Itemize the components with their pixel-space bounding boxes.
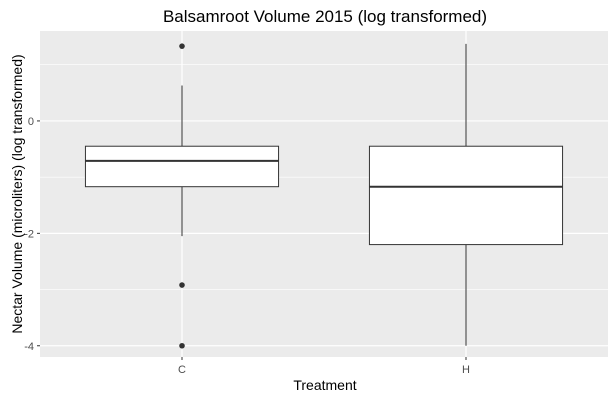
box-iqr bbox=[84, 145, 280, 188]
outlier-point bbox=[179, 342, 185, 349]
y-axis-title: Nectar Volume (microliters) (log transfo… bbox=[9, 54, 25, 333]
outlier-point bbox=[179, 282, 185, 288]
box-c bbox=[84, 43, 280, 349]
tick-layer: -4 -2 0 C H bbox=[24, 116, 470, 376]
x-axis-title: Treatment bbox=[293, 377, 356, 393]
box-iqr bbox=[368, 145, 564, 246]
y-tick-label: -2 bbox=[24, 228, 34, 240]
x-tick-label: C bbox=[178, 364, 186, 376]
box-layer bbox=[84, 43, 564, 349]
chart-title: Balsamroot Volume 2015 (log transformed) bbox=[163, 7, 487, 26]
box-h bbox=[368, 43, 564, 346]
x-tick-label: H bbox=[462, 364, 470, 376]
y-tick-label: -4 bbox=[24, 341, 34, 353]
y-tick-label: 0 bbox=[28, 116, 34, 128]
outlier-point bbox=[179, 43, 185, 49]
